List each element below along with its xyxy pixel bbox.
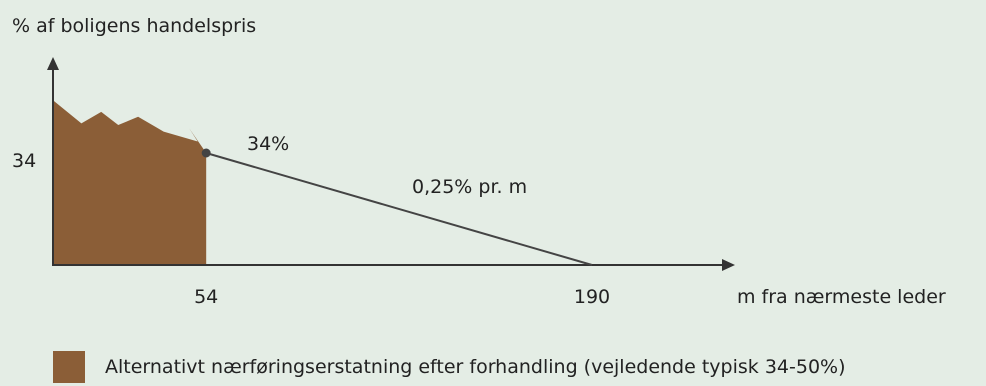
- point-label: 34%: [247, 133, 289, 155]
- y-axis-label: % af boligens handelspris: [12, 15, 256, 37]
- legend-label: Alternativt nærføringserstatning efter f…: [105, 356, 846, 378]
- compensation-line: [205, 152, 593, 266]
- x-tick-label-190: 190: [574, 286, 610, 308]
- y-axis-arrow: [47, 57, 59, 70]
- x-tick-label-54: 54: [194, 286, 218, 308]
- legend: Alternativt nærføringserstatning efter f…: [53, 351, 846, 383]
- x-axis-arrow: [722, 259, 735, 271]
- legend-swatch: [53, 351, 85, 383]
- negotiated-compensation-area: [53, 100, 207, 265]
- slope-label: 0,25% pr. m: [412, 176, 527, 198]
- x-axis-label: m fra nærmeste leder: [737, 286, 946, 308]
- data-point-54: [201, 148, 211, 158]
- y-tick-label: 34: [12, 150, 36, 172]
